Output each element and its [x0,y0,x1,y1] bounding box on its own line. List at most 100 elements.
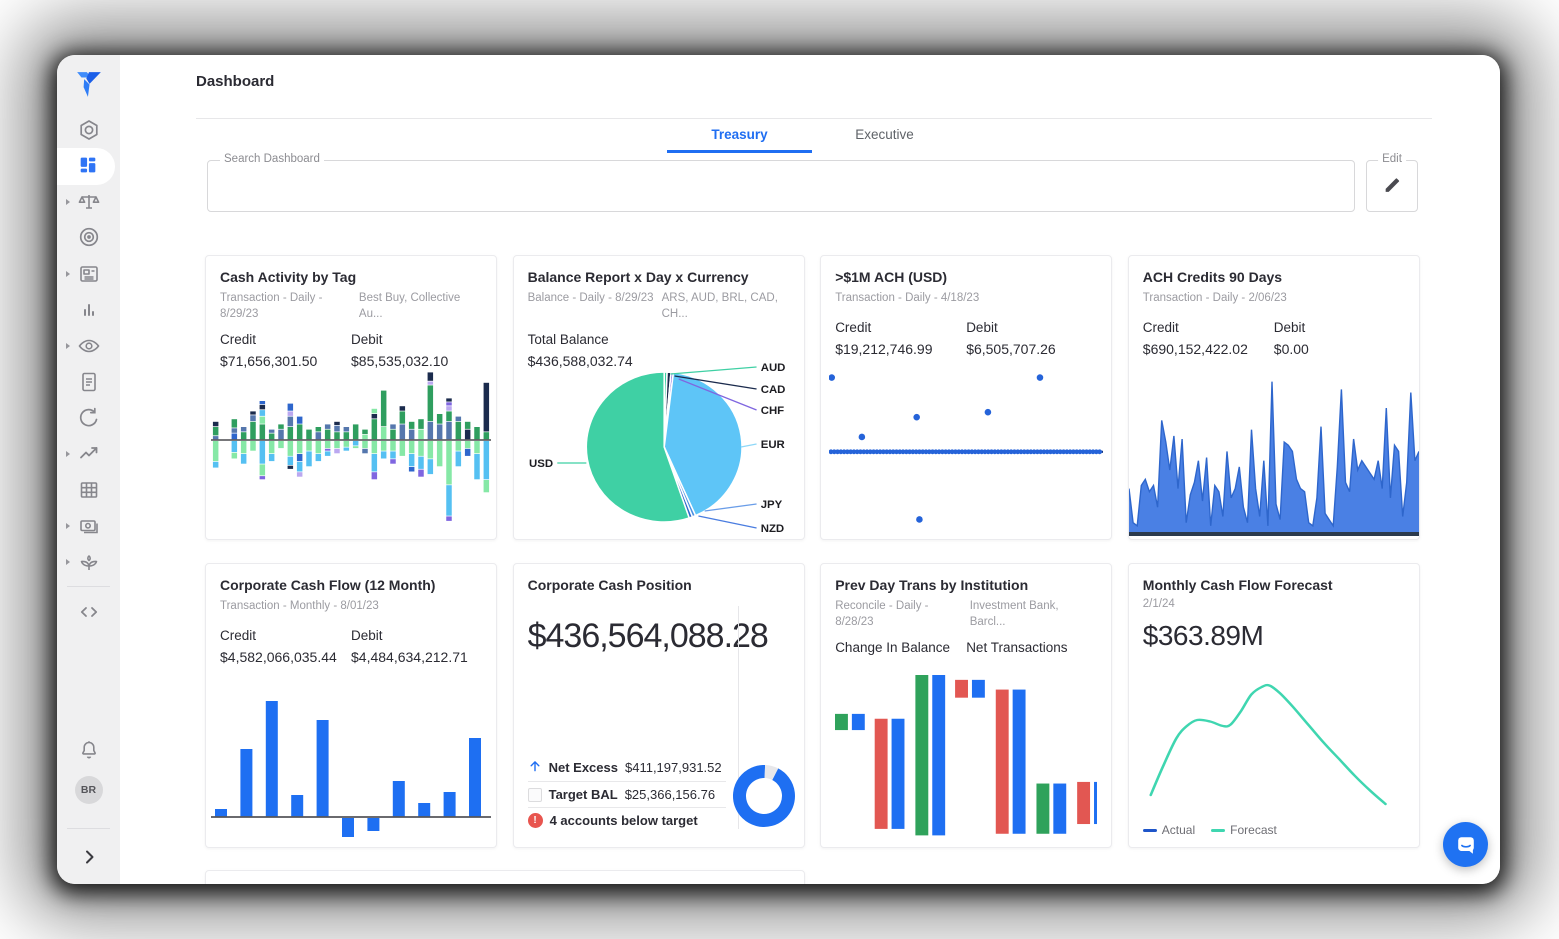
credit-value: $71,656,301.50 [220,353,318,370]
forecast-line-chart [1143,663,1401,813]
trovata-logo-icon[interactable] [75,71,103,99]
debit-label: Debit [1273,320,1306,336]
sync-refresh-icon[interactable] [77,406,101,430]
card-balance-report[interactable]: Balance Report x Day x Currency Balance … [512,255,805,540]
sidebar: BR [57,55,120,884]
header-divider [196,118,1432,119]
ach-area-chart [1128,367,1419,537]
expand-caret-icon[interactable] [66,343,70,349]
tab-executive[interactable]: Executive [855,127,914,142]
sidebar-divider [67,586,110,587]
target-circles-icon[interactable] [77,225,101,249]
change-in-balance-label: Change In Balance [835,640,951,656]
chart-legend: Actual Forecast [1142,823,1277,837]
document-icon[interactable] [77,370,101,394]
expand-caret-icon[interactable] [66,271,70,277]
card-title: Cash Activity by Tag [220,269,357,285]
pie-label: EUR [760,439,784,451]
debit-value: $4,484,634,212.71 [351,648,468,665]
card-prev-day-trans[interactable]: Prev Day Trans by Institution Reconcile … [820,563,1113,848]
newspaper-icon[interactable] [77,262,101,286]
card-subtitle-right: Investment Bank, Barcl... [969,600,1059,629]
bell-icon[interactable] [77,738,101,762]
card-monthly-forecast[interactable]: Monthly Cash Flow Forecast 2/1/24 $363.8… [1127,563,1420,848]
card-subtitle-right: ARS, AUD, BRL, CAD, CH... [661,292,778,321]
eye-icon[interactable] [77,334,101,358]
edit-button[interactable]: Edit [1366,153,1418,212]
debit-label: Debit [966,320,998,336]
card-title: ACH Credits 90 Days [1142,269,1283,285]
forecast-date: 2/1/24 [1142,598,1175,610]
avatar[interactable]: BR [74,776,103,804]
trend-arrow-icon[interactable] [77,442,101,466]
card-title: >$1M ACH (USD) [835,269,948,285]
pencil-icon [1383,176,1402,200]
alert-row: ! 4 accounts below target [527,807,726,833]
target-bal-label: Target BAL [548,787,618,802]
currency-pie-chart: AUD CAD CHF EUR JPY NZD USD [522,353,796,535]
debit-value: $85,535,032.10 [351,353,449,370]
banknote-icon[interactable] [77,514,101,538]
net-excess-label: Net Excess [548,760,618,775]
forecast-swatch-icon [1211,828,1226,832]
card-1m-ach[interactable]: >$1M ACH (USD) Transaction - Daily - 4/1… [820,255,1113,540]
edit-button-label: Edit [1378,153,1406,165]
tab-treasury[interactable]: Treasury [667,119,812,153]
debit-value: $6,505,707.26 [966,340,1056,357]
main-content: Dashboard Treasury Executive Search Dash… [120,55,1500,884]
table-grid-icon[interactable] [77,478,101,502]
search-field: Search Dashboard [207,153,1355,212]
target-swatch-icon [527,787,542,802]
net-transactions-label: Net Transactions [966,640,1068,656]
card-cash-activity-by-tag[interactable]: Cash Activity by Tag Transaction - Daily… [205,255,497,540]
debit-label: Debit [351,628,383,644]
sidebar-expand-chevron-icon[interactable] [77,845,101,869]
tab-bar: Treasury Executive [667,119,957,153]
plant-sprout-icon[interactable] [77,550,101,574]
credit-label: Credit [220,332,257,348]
card-title: Monthly Cash Flow Forecast [1142,577,1333,593]
card-title: Prev Day Trans by Institution [835,577,1029,593]
dashboard-grid-icon[interactable] [77,154,101,178]
page-title: Dashboard [196,73,275,90]
pie-label: CHF [760,405,784,417]
card-title: Corporate Cash Position [527,577,692,593]
net-excess-value: $411,197,931.52 [624,760,722,775]
arrow-up-icon [528,759,542,776]
card-subtitle-left: Transaction - Daily - 2/06/23 [1142,292,1287,304]
credit-label: Credit [220,628,257,644]
expand-caret-icon[interactable] [66,199,70,205]
settings-gear-icon[interactable] [77,118,101,142]
legend-forecast-label: Forecast [1230,823,1277,837]
expand-caret-icon[interactable] [66,451,70,457]
code-icon[interactable] [77,600,101,624]
card-ach-credits-90[interactable]: ACH Credits 90 Days Transaction - Daily … [1127,255,1420,540]
card-subtitle-left: Balance - Daily - 8/29/23 [527,292,654,304]
balance-scale-icon[interactable] [77,190,101,214]
chat-bubble-icon [1457,836,1474,854]
monthly-bar-chart [211,669,491,839]
total-balance-label: Total Balance [527,332,609,348]
partial-card-below-fold [205,870,805,884]
card-corporate-cash-flow[interactable]: Corporate Cash Flow (12 Month) Transacti… [205,563,497,848]
credit-label: Credit [1142,320,1179,336]
search-field-label: Search Dashboard [220,153,324,165]
expand-caret-icon[interactable] [66,523,70,529]
card-grid: Cash Activity by Tag Transaction - Daily… [205,255,1420,848]
total-balance-value: $436,588,032.74 [527,353,633,370]
app-window: BR Dashboard Treasury Executive Search D… [57,55,1500,884]
net-excess-row: Net Excess $411,197,931.52 [528,754,726,781]
search-input[interactable] [222,167,1344,205]
card-corporate-cash-position[interactable]: Corporate Cash Position $436,564,088.28 … [512,563,805,848]
card-subtitle-left: Transaction - Daily - 8/29/23 [220,292,323,321]
bar-chart-icon[interactable] [77,298,101,322]
card-subtitle-right: Best Buy, Collective Au... [358,292,461,321]
cash-position-amount: $436,564,088.28 [527,617,769,655]
forecast-amount: $363.89M [1142,620,1264,651]
expand-caret-icon[interactable] [66,559,70,565]
chat-launcher-button[interactable] [1443,822,1488,867]
stacked-bar-chart [211,366,491,531]
alert-icon: ! [527,813,543,828]
actual-swatch-icon [1142,828,1157,832]
card-title: Corporate Cash Flow (12 Month) [220,577,436,593]
